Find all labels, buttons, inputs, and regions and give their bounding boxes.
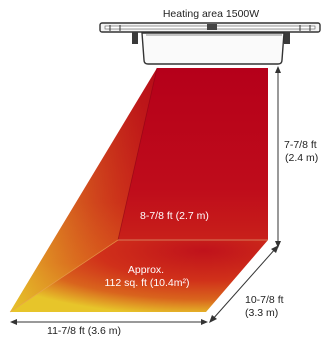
heater-unit [99,22,321,65]
back-wall-label: 8-7/8 ft (2.7 m) [140,210,209,222]
back-wall [118,68,268,240]
height-label-line2: (2.4 m) [285,152,318,164]
heating-volume [9,67,268,313]
depth-dimension [209,245,279,323]
area-label-line1: Approx. [128,264,164,276]
width-label: 11-7/8 ft (3.6 m) [47,325,121,337]
floor-area [10,240,268,312]
width-dimension [10,319,208,325]
height-label-line1: 7-7/8 ft [284,139,317,151]
depth-label-line2: (3.3 m) [245,307,278,319]
area-label-line2: 112 sq. ft (10.4m²) [104,277,189,289]
height-dimension [275,66,281,248]
depth-label-line1: 10-7/8 ft [245,294,284,306]
diagram-title: Heating area 1500W [163,8,259,20]
